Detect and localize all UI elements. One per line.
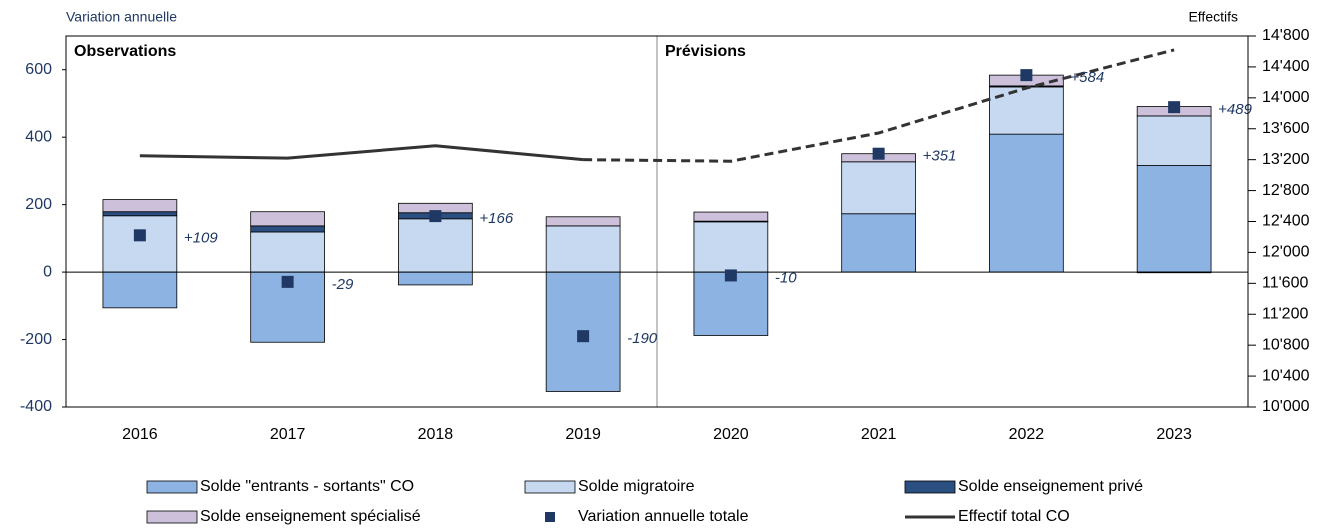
y-tick-label: -400	[20, 398, 52, 415]
x-tick-label: 2023	[1156, 426, 1192, 443]
y-tick-label: 0	[43, 263, 52, 280]
x-tick-label: 2020	[713, 426, 749, 443]
bar-segment	[398, 218, 473, 273]
y2-tick-label: 12'400	[1262, 213, 1310, 230]
x-tick-label: 2016	[122, 426, 158, 443]
legend-label: Solde enseignement privé	[958, 478, 1143, 495]
total-marker	[577, 330, 590, 343]
bar-segment	[102, 271, 178, 309]
y2-tick-label: 12'000	[1262, 244, 1310, 261]
bar-segment	[398, 271, 473, 286]
value-label: +489	[1218, 101, 1252, 118]
bar-segment	[693, 221, 769, 273]
bar-segment	[693, 211, 769, 222]
bar-segment	[1136, 115, 1212, 166]
y2-tick-label: 11'600	[1262, 275, 1308, 292]
y2-tick-label: 10'000	[1262, 398, 1310, 415]
bar-segment	[250, 225, 325, 233]
y-tick-label: 600	[25, 61, 52, 78]
value-label: +166	[479, 210, 513, 227]
y2-tick-label: 11'200	[1262, 305, 1308, 322]
y2-axis-title: Effectifs	[1188, 9, 1238, 25]
value-label: -10	[775, 269, 797, 286]
legend-swatch	[545, 512, 555, 522]
total-marker	[724, 269, 737, 282]
total-line	[583, 48, 1175, 163]
y-axis-title: Variation annuelle	[66, 9, 177, 25]
value-label: +109	[184, 229, 218, 246]
plot-frame	[65, 35, 1249, 408]
x-tick-label: 2022	[1009, 426, 1045, 443]
y2-tick-label: 10'800	[1262, 336, 1310, 353]
legend-swatch	[904, 480, 956, 494]
y2-tick-label: 10'400	[1262, 367, 1310, 384]
y2-tick-label: 12'800	[1262, 182, 1310, 199]
panel-label: Observations	[74, 43, 176, 60]
legend-label: Solde enseignement spécialisé	[200, 508, 421, 525]
bar-segment	[102, 211, 178, 217]
total-marker	[281, 275, 294, 288]
panel-label: Prévisions	[665, 43, 746, 60]
legend-label: Variation annuelle totale	[578, 508, 749, 525]
y2-tick-label: 14'400	[1262, 58, 1310, 75]
total-marker	[429, 210, 442, 223]
legend-label: Solde "entrants - sortants" CO	[200, 478, 414, 495]
x-tick-label: 2021	[861, 426, 897, 443]
total-marker	[872, 147, 885, 160]
bar-segment	[250, 211, 325, 227]
x-tick-label: 2018	[418, 426, 454, 443]
total-marker	[133, 229, 146, 242]
legend-swatch	[146, 480, 198, 494]
bar-segment	[102, 199, 178, 213]
bar-segment	[841, 213, 916, 273]
value-label: -190	[627, 330, 658, 347]
value-label: +351	[923, 148, 957, 165]
bar-segment	[545, 225, 621, 273]
legend-swatch	[524, 480, 576, 494]
bar-segment	[841, 161, 916, 215]
bar-segment	[250, 231, 325, 273]
y-tick-label: -200	[20, 331, 52, 348]
bar-segment	[693, 271, 769, 336]
value-label: +584	[1070, 69, 1104, 86]
value-label: -29	[332, 276, 354, 293]
legend-swatch	[146, 510, 198, 524]
x-tick-label: 2017	[270, 426, 306, 443]
bar-segment	[989, 86, 1064, 135]
y2-tick-label: 14'000	[1262, 89, 1310, 106]
y-tick-label: 200	[25, 196, 52, 213]
total-line	[139, 144, 584, 162]
y2-tick-label: 14'800	[1262, 27, 1310, 44]
legend-label: Effectif total CO	[958, 508, 1070, 525]
bar-segment	[989, 133, 1064, 273]
total-marker	[1168, 101, 1181, 114]
legend-label: Solde migratoire	[578, 478, 695, 495]
bar-segment	[1136, 165, 1212, 273]
bar-segment	[102, 215, 178, 273]
y2-tick-label: 13'600	[1262, 120, 1310, 137]
y2-tick-label: 13'200	[1262, 151, 1310, 168]
x-tick-label: 2019	[565, 426, 601, 443]
total-marker	[1020, 69, 1033, 82]
bar-segment	[545, 216, 621, 227]
y-tick-label: 400	[25, 128, 52, 145]
